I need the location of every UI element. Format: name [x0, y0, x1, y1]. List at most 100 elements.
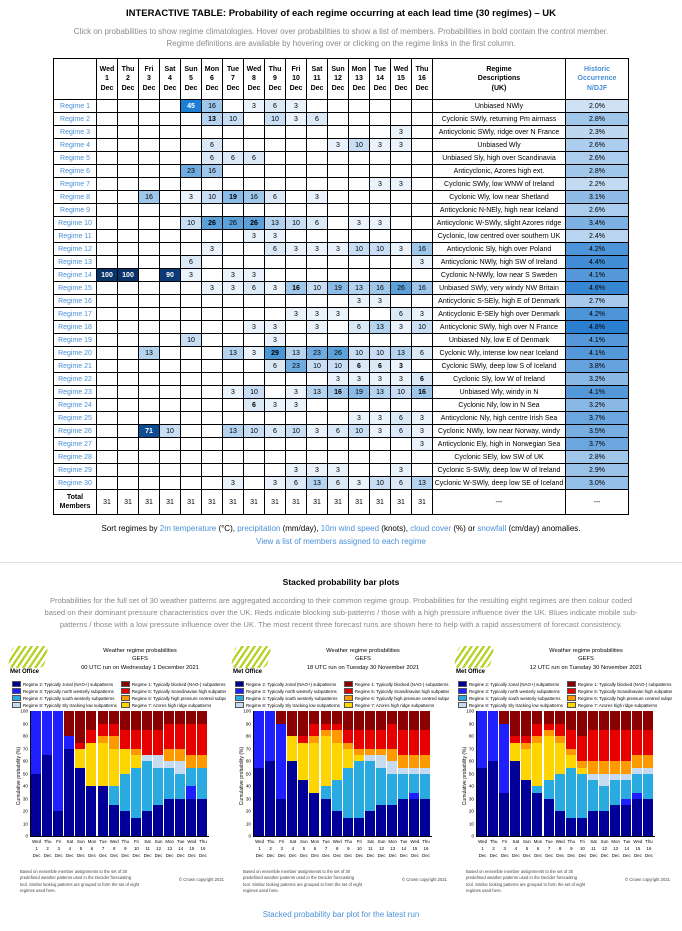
probability-cell[interactable] [117, 411, 139, 425]
probability-cell[interactable]: 3 [411, 255, 433, 269]
probability-cell[interactable]: 26 [201, 216, 223, 230]
probability-cell[interactable] [285, 437, 307, 451]
probability-cell[interactable] [306, 255, 328, 269]
probability-cell[interactable] [348, 125, 370, 139]
probability-cell[interactable]: 10 [348, 346, 370, 360]
probability-cell[interactable]: 3 [264, 333, 286, 347]
probability-cell[interactable] [222, 411, 244, 425]
probability-cell[interactable]: 3 [369, 216, 391, 230]
probability-cell[interactable] [222, 320, 244, 334]
probability-cell[interactable] [138, 177, 160, 191]
probability-cell[interactable] [159, 346, 181, 360]
stacked-bar[interactable] [276, 711, 287, 837]
probability-cell[interactable] [117, 112, 139, 126]
probability-cell[interactable] [138, 242, 160, 256]
probability-cell[interactable] [159, 320, 181, 334]
probability-cell[interactable]: 6 [264, 99, 286, 113]
probability-cell[interactable] [138, 216, 160, 230]
probability-cell[interactable]: 3 [306, 463, 328, 477]
probability-cell[interactable] [264, 151, 286, 165]
probability-cell[interactable] [96, 476, 118, 490]
probability-cell[interactable] [348, 255, 370, 269]
probability-cell[interactable] [159, 411, 181, 425]
probability-cell[interactable] [411, 203, 433, 217]
probability-cell[interactable]: 6 [390, 411, 412, 425]
probability-cell[interactable] [264, 411, 286, 425]
probability-cell[interactable] [159, 294, 181, 308]
probability-cell[interactable] [348, 437, 370, 451]
probability-cell[interactable]: 3 [201, 242, 223, 256]
stacked-bar[interactable] [141, 711, 152, 837]
stacked-bar[interactable] [554, 711, 565, 837]
probability-cell[interactable]: 6 [201, 138, 223, 152]
probability-cell[interactable] [117, 476, 139, 490]
probability-cell[interactable] [285, 138, 307, 152]
stacked-bar[interactable] [420, 711, 431, 837]
probability-cell[interactable]: 3 [348, 372, 370, 386]
sort-link[interactable]: precipitation [237, 524, 281, 533]
probability-cell[interactable] [96, 359, 118, 373]
probability-cell[interactable] [264, 138, 286, 152]
probability-cell[interactable] [222, 398, 244, 412]
probability-cell[interactable] [159, 242, 181, 256]
probability-cell[interactable]: 10 [348, 138, 370, 152]
probability-cell[interactable] [222, 294, 244, 308]
probability-cell[interactable] [327, 190, 349, 204]
stacked-bar[interactable] [409, 711, 420, 837]
stacked-bar[interactable] [42, 711, 53, 837]
sort-link[interactable]: snowfall [477, 524, 507, 533]
regime-link[interactable]: Regime 15 [53, 281, 97, 295]
probability-cell[interactable]: 3 [285, 463, 307, 477]
probability-cell[interactable] [138, 450, 160, 464]
probability-cell[interactable] [369, 398, 391, 412]
probability-cell[interactable] [264, 437, 286, 451]
probability-cell[interactable] [222, 125, 244, 139]
probability-cell[interactable]: 16 [327, 385, 349, 399]
probability-cell[interactable] [390, 216, 412, 230]
stacked-bar[interactable] [153, 711, 164, 837]
probability-cell[interactable] [306, 437, 328, 451]
probability-cell[interactable] [159, 190, 181, 204]
probability-cell[interactable] [201, 125, 223, 139]
probability-cell[interactable] [117, 164, 139, 178]
probability-cell[interactable] [264, 294, 286, 308]
probability-cell[interactable] [180, 242, 202, 256]
probability-cell[interactable] [285, 320, 307, 334]
probability-cell[interactable] [201, 333, 223, 347]
probability-cell[interactable] [306, 333, 328, 347]
regime-link[interactable]: Regime 3 [53, 125, 97, 139]
probability-cell[interactable] [117, 242, 139, 256]
probability-cell[interactable]: 3 [327, 138, 349, 152]
probability-cell[interactable]: 13 [306, 385, 328, 399]
probability-cell[interactable] [117, 359, 139, 373]
probability-cell[interactable] [138, 463, 160, 477]
stacked-bar[interactable] [287, 711, 298, 837]
probability-cell[interactable] [159, 99, 181, 113]
probability-cell[interactable] [96, 177, 118, 191]
probability-cell[interactable] [201, 411, 223, 425]
stacked-bar[interactable] [621, 711, 632, 837]
probability-cell[interactable] [222, 177, 244, 191]
probability-cell[interactable] [138, 320, 160, 334]
probability-cell[interactable]: 3 [390, 138, 412, 152]
probability-cell[interactable] [159, 138, 181, 152]
probability-cell[interactable]: 6 [327, 476, 349, 490]
probability-cell[interactable] [96, 229, 118, 243]
probability-cell[interactable] [117, 450, 139, 464]
probability-cell[interactable] [159, 398, 181, 412]
probability-cell[interactable] [306, 372, 328, 386]
probability-cell[interactable] [222, 255, 244, 269]
probability-cell[interactable]: 3 [285, 385, 307, 399]
probability-cell[interactable] [327, 112, 349, 126]
probability-cell[interactable] [117, 385, 139, 399]
probability-cell[interactable] [180, 151, 202, 165]
probability-cell[interactable] [180, 125, 202, 139]
regime-link[interactable]: Regime 5 [53, 151, 97, 165]
probability-cell[interactable] [264, 177, 286, 191]
probability-cell[interactable]: 10 [243, 424, 265, 438]
probability-cell[interactable] [369, 255, 391, 269]
probability-cell[interactable] [285, 411, 307, 425]
probability-cell[interactable]: 3 [390, 359, 412, 373]
probability-cell[interactable] [159, 125, 181, 139]
regime-link[interactable]: Regime 9 [53, 203, 97, 217]
